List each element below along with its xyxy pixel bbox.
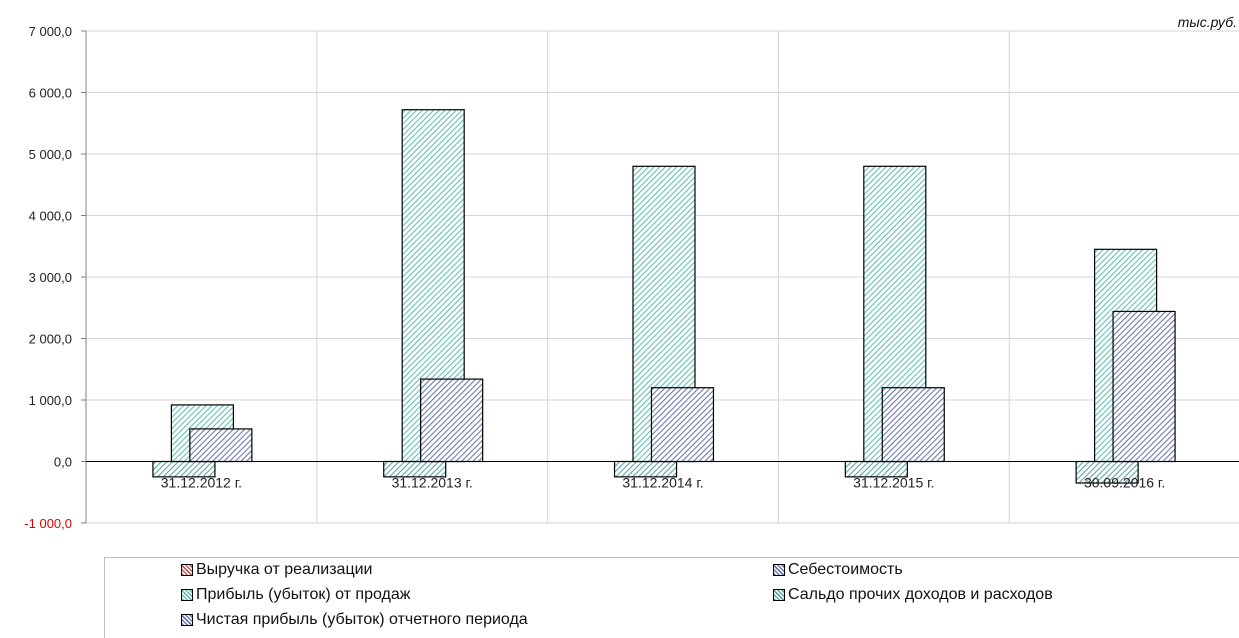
y-tick-label: 4 000,0 [29,209,72,224]
y-tick-label: 3 000,0 [29,270,72,285]
y-tick-label: 1 000,0 [29,393,72,408]
x-tick-label: 31.12.2013 г. [392,475,473,491]
legend-item-revenue: Выручка от реализации [181,561,372,579]
legend-label-revenue: Выручка от реализации [196,561,373,578]
chart: 7 000,0 6 000,0 5 000,0 4 000,0 3 000,0 2 000… [24,24,1239,531]
bar [189,428,253,463]
legend-swatch-other-balance [773,589,785,601]
legend-label-net-profit: Чистая прибыль (убыток) отчетного период… [196,611,528,628]
legend-item-other-balance: Сальдо прочих доходов и расходов [773,586,1053,604]
tick-labels: 7 000,0 6 000,0 5 000,0 4 000,0 3 000,0 2 000… [24,24,1165,531]
legend: Выручка от реализации Себестоимость Приб… [104,557,1239,638]
unit-label: тыс.руб. [1177,14,1237,30]
bar [881,387,945,463]
y-tick-label: 5 000,0 [29,147,72,162]
x-tick-label: 31.12.2014 г. [622,475,703,491]
bars [152,109,1176,484]
y-tick-label: 7 000,0 [29,24,72,39]
legend-swatch-sales-profit [181,589,193,601]
y-tick-label: 0,0 [54,455,72,470]
legend-item-sales-profit: Прибыль (убыток) от продаж [181,586,410,604]
legend-item-cost: Себестоимость [773,561,903,579]
bar [650,387,715,463]
bar [420,378,484,463]
legend-swatch-revenue [181,564,193,576]
bar [1112,310,1176,463]
y-tick-label: 2 000,0 [29,332,72,347]
y-tick-label: 6 000,0 [29,86,72,101]
legend-item-net-profit: Чистая прибыль (убыток) отчетного период… [181,611,528,629]
y-tick-label: -1 000,0 [24,516,72,531]
legend-label-other-balance: Сальдо прочих доходов и расходов [788,586,1053,603]
legend-label-cost: Себестоимость [788,561,903,578]
legend-swatch-net-profit [181,614,193,626]
x-tick-label: 30.09.2016 г. [1084,475,1165,491]
legend-label-sales-profit: Прибыль (убыток) от продаж [196,586,411,603]
legend-swatch-cost [773,564,785,576]
x-tick-label: 31.12.2012 г. [161,475,242,491]
axes [81,30,1239,524]
x-tick-label: 31.12.2015 г. [853,475,934,491]
